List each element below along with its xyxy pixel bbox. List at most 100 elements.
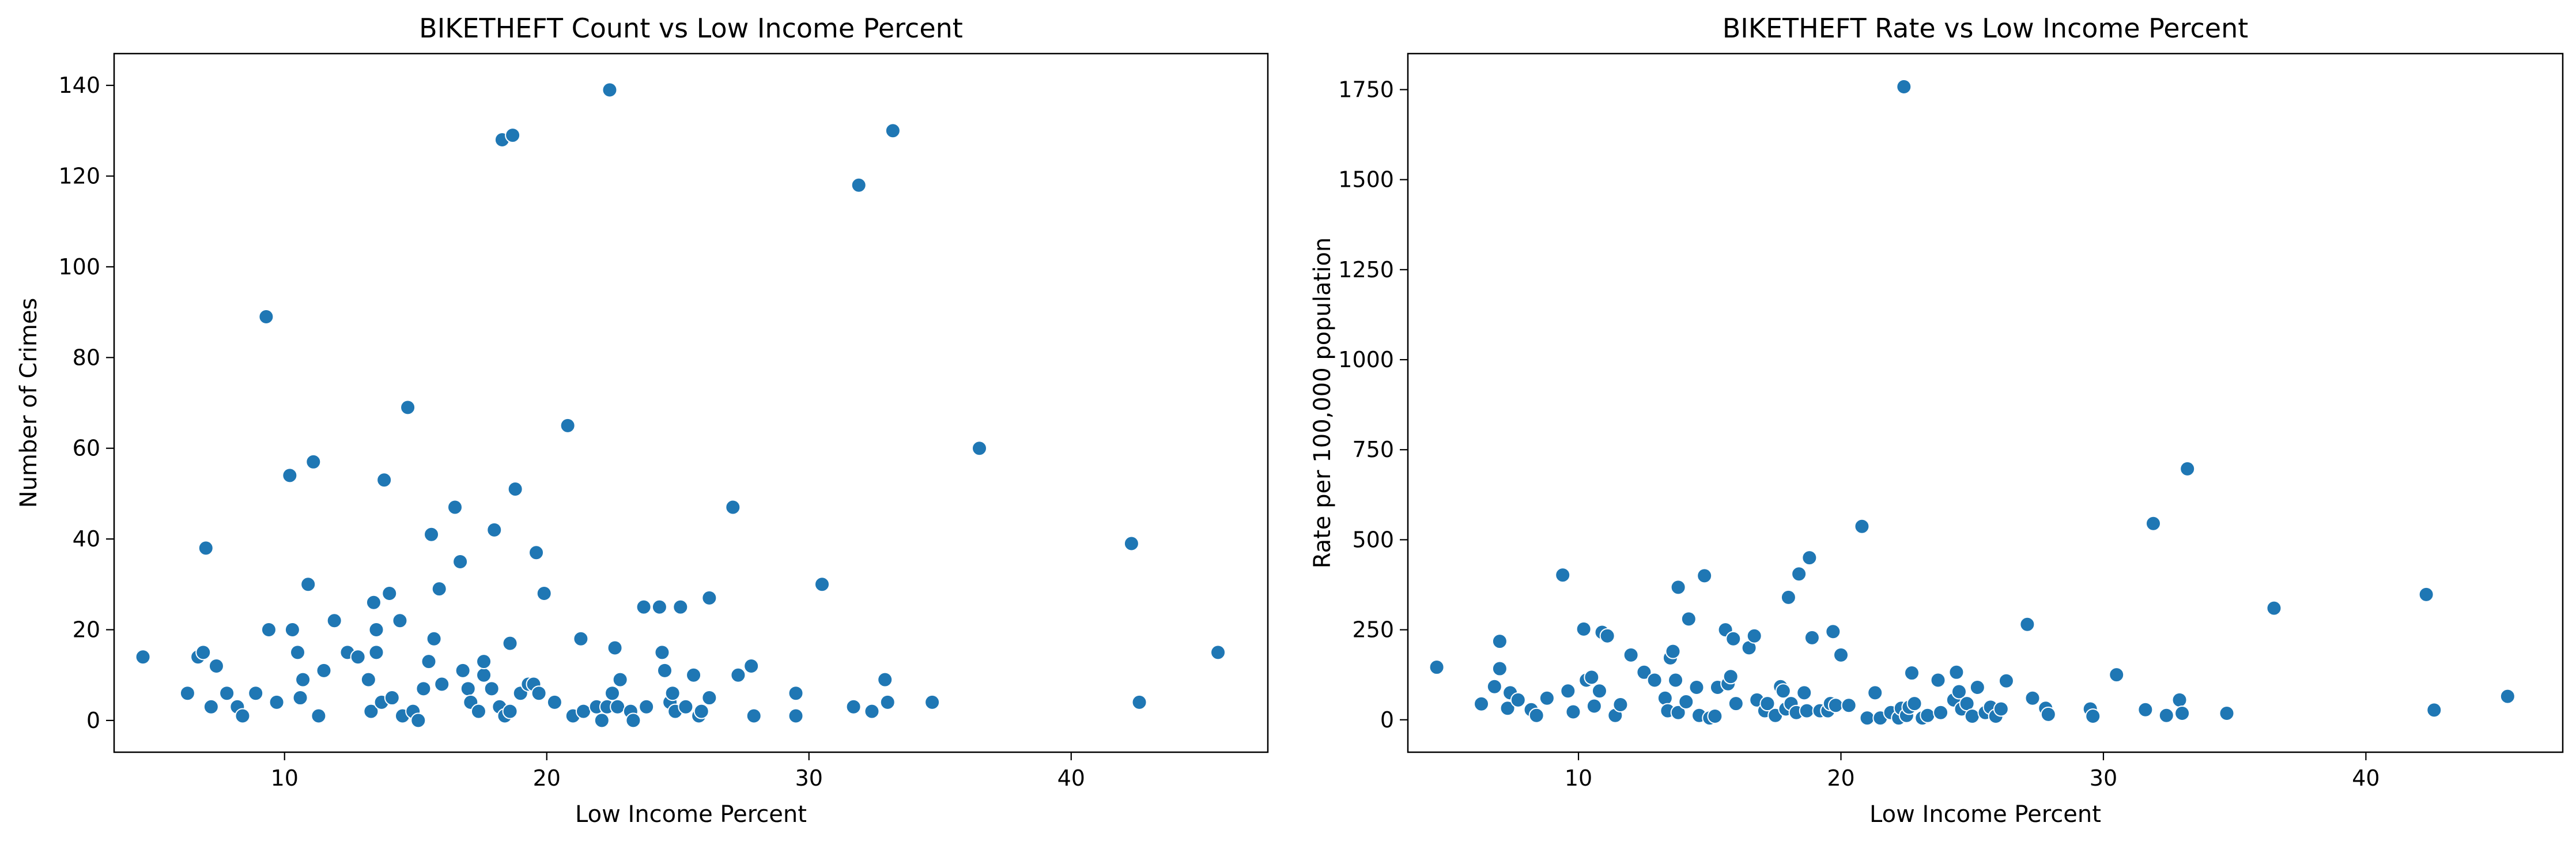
count-data-point <box>1123 535 1139 552</box>
count-data-point <box>426 631 442 647</box>
rate-data-point <box>1584 669 1600 685</box>
rate-data-point <box>1486 678 1502 695</box>
rate-data-point <box>1951 684 1967 700</box>
count-data-point <box>536 586 552 602</box>
rate-data-point <box>1859 710 1875 726</box>
rate-y-tick-label: 1750 <box>1338 77 1394 102</box>
rate-data-point <box>1841 697 1857 714</box>
count-data-point <box>693 703 709 719</box>
rate-data-point <box>2137 701 2154 718</box>
rate-x-ticks: 10 20 30 40 <box>1565 752 2380 791</box>
count-data-point <box>686 667 702 683</box>
rate-scatter-points <box>1429 78 2515 726</box>
rate-data-point <box>1565 704 1581 720</box>
count-data-point <box>300 576 316 593</box>
count-data-point <box>460 681 476 697</box>
count-data-point <box>284 622 300 638</box>
rate-data-point <box>1576 621 1592 637</box>
rate-data-point <box>1993 701 2009 717</box>
count-data-point <box>179 685 195 701</box>
count-y-ticks: 0 20 40 60 80 100 120 140 <box>58 73 114 733</box>
rate-data-point <box>1825 624 1841 640</box>
count-data-point <box>575 703 591 719</box>
rate-y-tick-label: 1500 <box>1338 167 1394 193</box>
count-x-ticks: 10 20 30 40 <box>271 752 1085 791</box>
count-y-axis-label: Number of Crimes <box>16 298 42 508</box>
count-data-point <box>505 127 521 144</box>
rate-y-tick-label: 500 <box>1352 527 1394 552</box>
count-data-point <box>305 454 322 470</box>
rate-data-point <box>2426 702 2442 718</box>
count-data-point <box>410 712 426 729</box>
rate-data-point <box>1646 672 1663 688</box>
count-data-point <box>195 644 211 661</box>
rate-x-tick-label: 20 <box>1827 765 1854 791</box>
count-data-point <box>972 440 987 457</box>
count-data-point <box>573 631 589 647</box>
count-data-point <box>594 712 610 729</box>
count-data-point <box>431 581 447 597</box>
count-data-point <box>365 594 382 610</box>
count-data-point <box>664 685 681 701</box>
rate-data-point <box>1555 567 1571 583</box>
rate-data-point <box>1780 589 1796 605</box>
count-x-tick-label: 20 <box>533 765 561 791</box>
rate-data-point <box>1903 665 1920 681</box>
count-data-point <box>424 526 440 542</box>
count-y-tick-label: 0 <box>86 708 100 733</box>
count-data-point <box>560 417 576 433</box>
rate-data-point <box>1623 647 1639 663</box>
rate-data-point <box>2158 707 2174 723</box>
rate-data-point <box>1920 707 1936 723</box>
rate-data-point <box>2085 708 2101 725</box>
count-data-point <box>203 699 219 715</box>
count-data-point <box>701 590 717 606</box>
rate-data-point <box>1429 659 1445 676</box>
count-data-point <box>725 499 741 515</box>
count-data-point <box>326 613 342 629</box>
rate-y-ticks: 0 250 500 750 1000 1250 1500 1750 <box>1338 77 1408 733</box>
count-y-tick-label: 80 <box>73 345 100 370</box>
rate-data-point <box>2418 586 2434 602</box>
count-data-point <box>885 123 901 139</box>
count-data-point <box>484 681 500 697</box>
count-data-point <box>392 613 408 629</box>
count-data-point <box>507 481 523 497</box>
rate-data-point <box>1833 647 1849 663</box>
count-data-point <box>636 599 652 615</box>
count-data-point <box>651 599 667 615</box>
count-data-point <box>502 635 518 651</box>
rate-data-point <box>1665 643 1681 659</box>
count-y-tick-label: 40 <box>73 526 100 552</box>
rate-data-point <box>1896 78 1912 95</box>
count-data-point <box>455 662 471 678</box>
count-data-point <box>368 644 384 661</box>
rate-data-point <box>2180 461 2196 477</box>
count-data-point <box>877 672 893 688</box>
count-data-point <box>384 690 400 706</box>
count-data-point <box>1131 694 1147 710</box>
rate-data-point <box>1697 568 1713 584</box>
rate-data-point <box>1474 696 1490 712</box>
rate-data-point <box>1510 692 1526 708</box>
count-x-tick-label: 30 <box>795 765 823 791</box>
rate-data-point <box>1528 707 1544 723</box>
rate-data-point <box>1689 680 1705 696</box>
count-data-point <box>447 499 463 515</box>
count-plot-frame <box>113 52 1269 753</box>
rate-data-point <box>1599 628 1615 644</box>
count-data-point <box>260 622 277 638</box>
rate-data-point <box>1796 685 1812 701</box>
count-data-point <box>208 658 224 674</box>
rate-data-point <box>2171 692 2188 708</box>
rate-data-point <box>1539 690 1555 706</box>
count-data-point <box>476 667 492 683</box>
count-data-point <box>746 708 762 724</box>
rate-data-point <box>2499 688 2515 704</box>
rate-chart-title: BIKETHEFT Rate vs Low Income Percent <box>1723 13 2249 44</box>
count-data-point <box>486 522 503 538</box>
count-x-tick-label: 40 <box>1057 765 1085 791</box>
count-data-point <box>376 472 392 488</box>
count-y-tick-label: 120 <box>58 163 100 188</box>
